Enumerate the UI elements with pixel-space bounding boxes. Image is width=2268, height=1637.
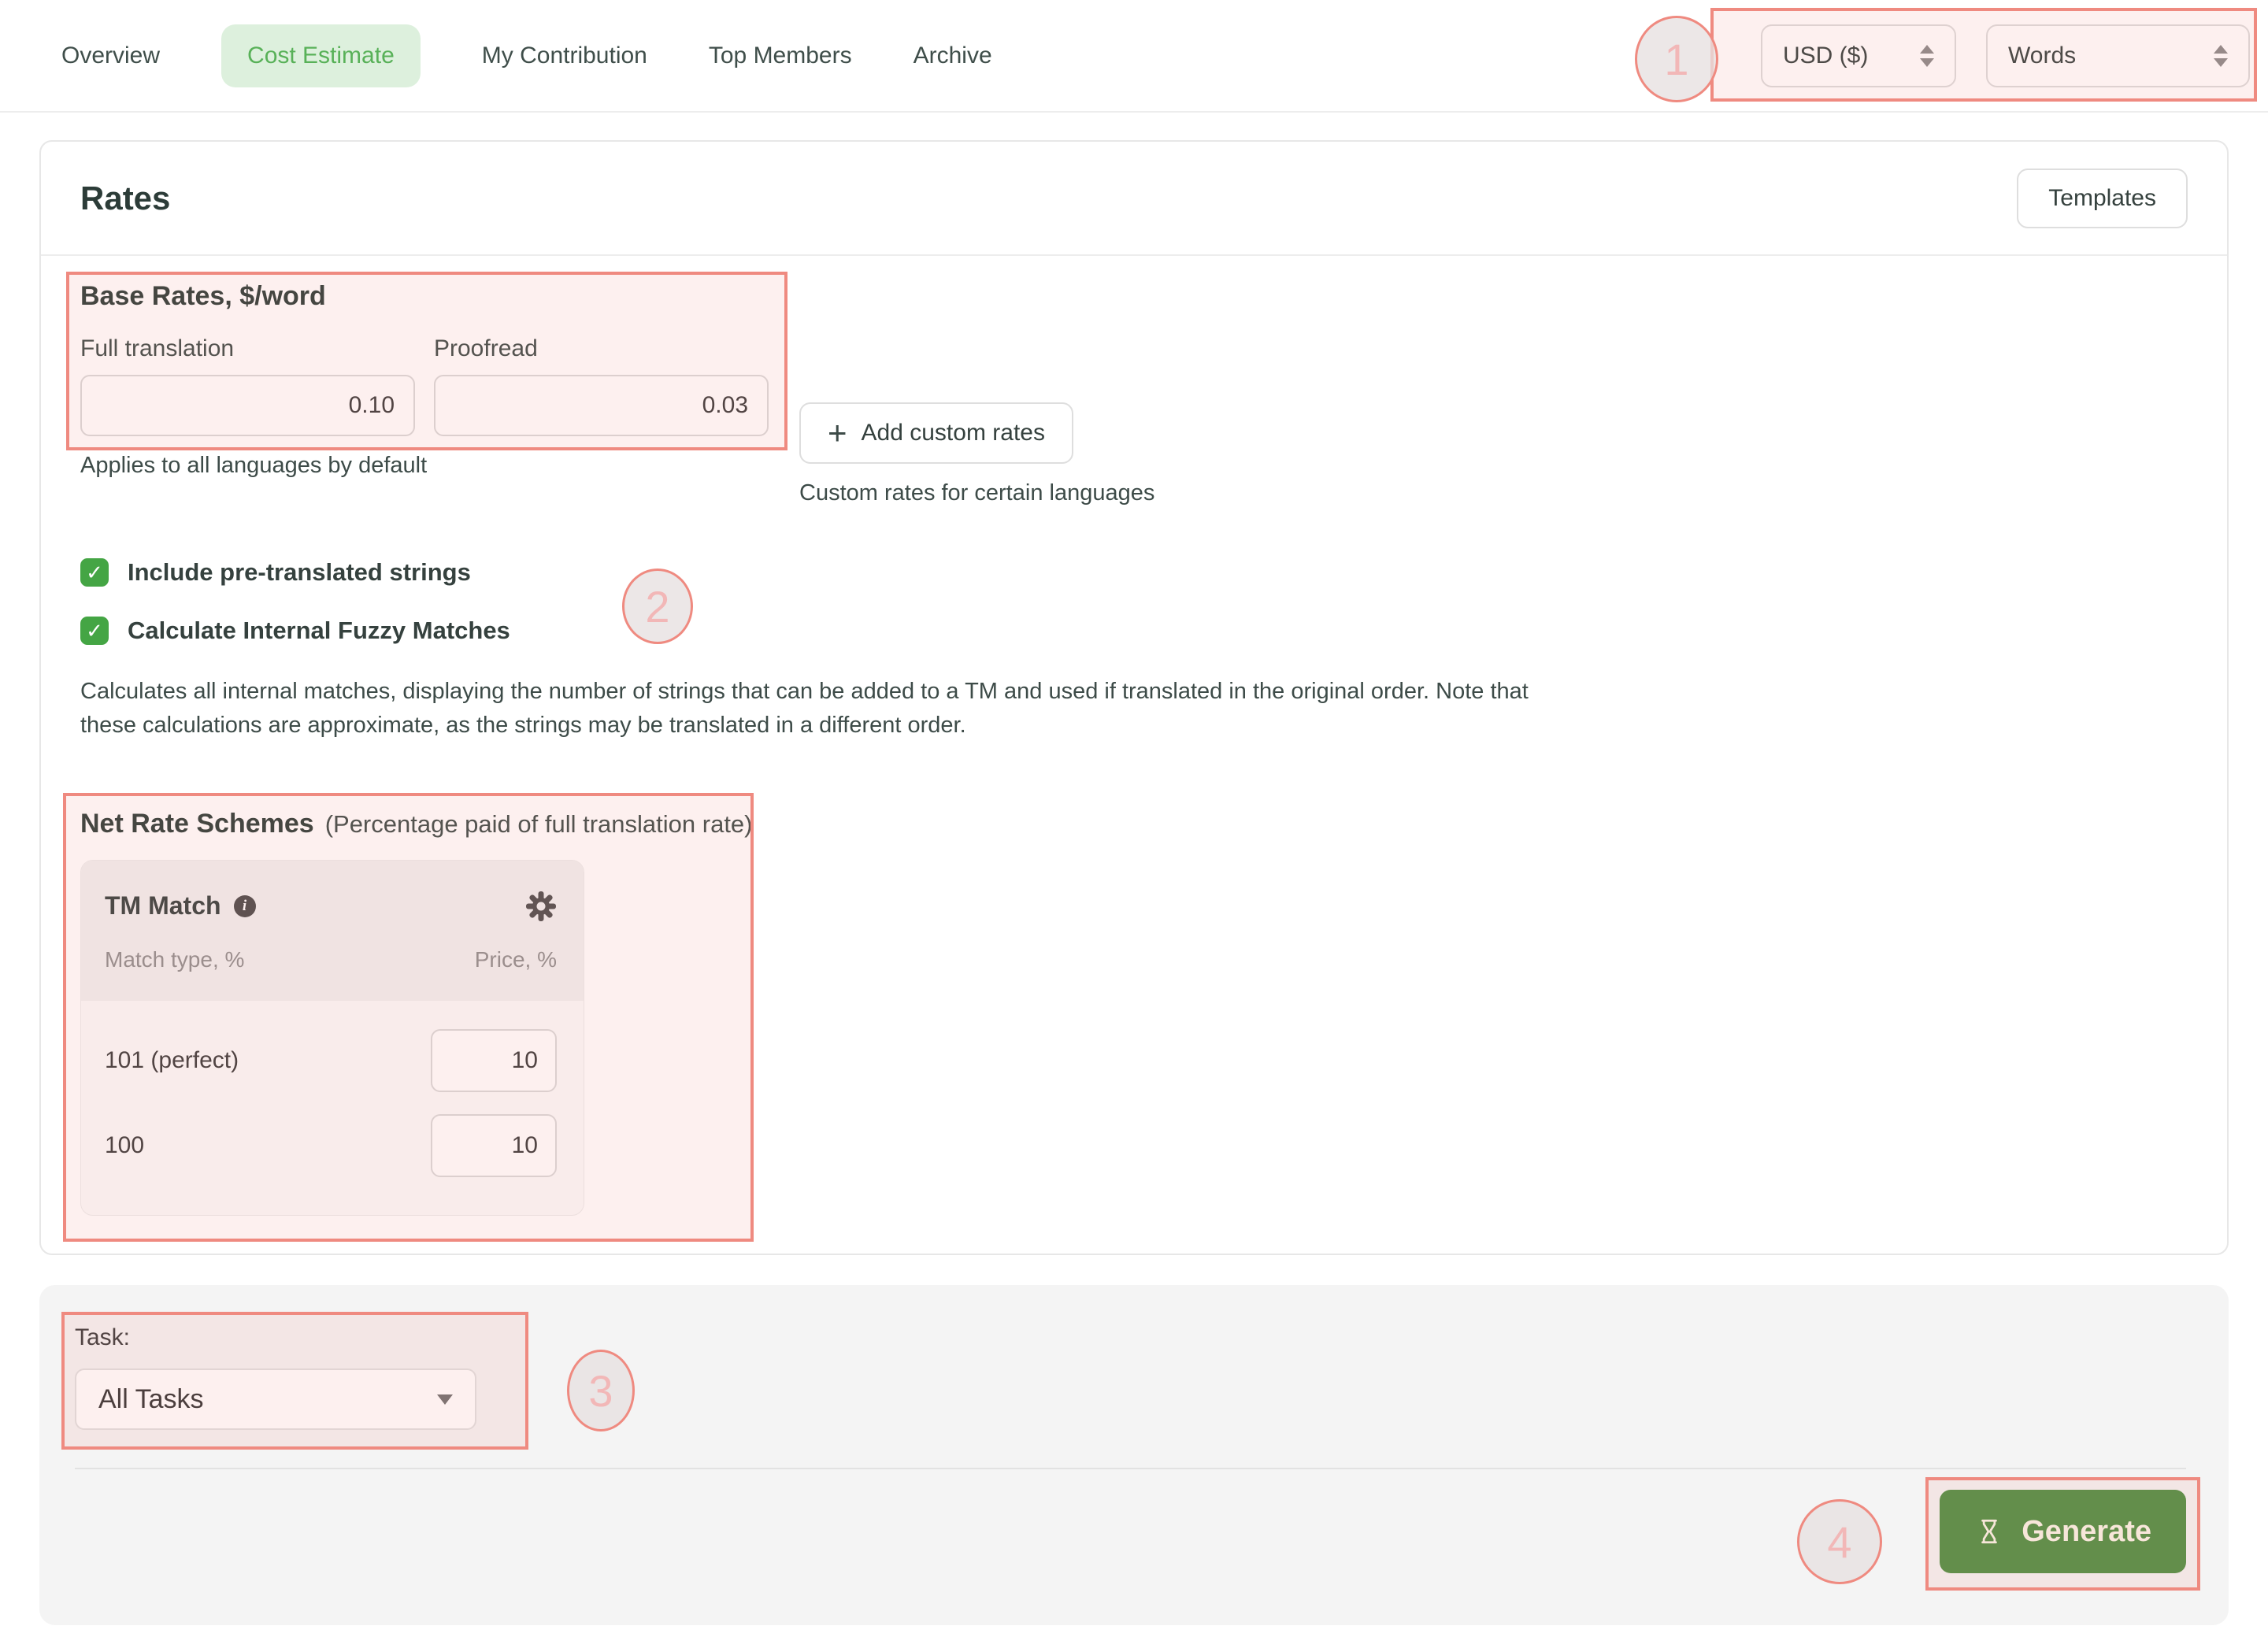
generate-button[interactable]: Generate [1940, 1490, 2186, 1573]
currency-select[interactable]: USD ($) [1761, 24, 1956, 87]
custom-rates-note: Custom rates for certain languages [799, 480, 1155, 506]
checkbox-checked-icon[interactable]: ✓ [80, 617, 109, 645]
currency-select-value: USD ($) [1783, 42, 1869, 69]
info-icon[interactable]: i [233, 894, 256, 917]
rates-card-body: Base Rates, $/word Full translation Proo… [41, 256, 2227, 1242]
select-arrows-icon [2214, 44, 2228, 67]
chevron-down-icon [437, 1394, 453, 1405]
net-rate-schemes-subtitle: (Percentage paid of full translation rat… [324, 809, 753, 838]
match-type-value: 101 (perfect) [105, 1046, 239, 1073]
nav-controls: USD ($) Words [1710, 7, 2257, 102]
base-rates-note: Applies to all languages by default [80, 453, 428, 478]
price-column-header: Price, % [474, 946, 557, 972]
tab-overview[interactable]: Overview [61, 42, 161, 69]
include-pretranslated-checkbox[interactable]: ✓ Include pre-translated strings [80, 558, 2188, 587]
proofread-label: Proofread [434, 335, 538, 361]
match-101-price-input[interactable] [431, 1028, 557, 1092]
task-select-value: All Tasks [98, 1383, 204, 1414]
generate-panel: Task: All Tasks Generate [39, 1285, 2229, 1625]
base-rates-title: Base Rates, $/word [80, 281, 326, 311]
base-rates-group: Base Rates, $/word Full translation Proo… [66, 272, 788, 450]
include-pretranslated-label: Include pre-translated strings [128, 558, 471, 586]
net-rate-schemes-title: Net Rate Schemes [80, 808, 314, 839]
add-custom-rates-label: Add custom rates [861, 420, 1045, 446]
top-nav: Overview Cost Estimate My Contribution T… [0, 0, 2268, 113]
checkbox-checked-icon[interactable]: ✓ [80, 558, 109, 587]
tm-match-header: TM Match i [81, 860, 584, 1001]
tab-my-contribution[interactable]: My Contribution [481, 42, 647, 69]
tm-match-title: TM Match [105, 891, 221, 920]
tm-match-body: 101 (perfect) 100 [81, 1001, 584, 1215]
table-row: 100 [105, 1113, 557, 1177]
page-title: Rates [80, 179, 171, 217]
match-type-value: 100 [105, 1131, 145, 1158]
fuzzy-matches-description: Calculates all internal matches, display… [80, 679, 1529, 738]
add-custom-rates-button[interactable]: + Add custom rates [799, 402, 1073, 464]
task-select[interactable]: All Tasks [75, 1368, 476, 1430]
generate-button-label: Generate [2022, 1514, 2151, 1548]
tm-match-card: TM Match i [80, 859, 584, 1216]
fuzzy-matches-label: Calculate Internal Fuzzy Matches [128, 617, 510, 644]
unit-select-value: Words [2008, 42, 2077, 69]
divider [75, 1468, 2186, 1469]
templates-button[interactable]: Templates [2017, 168, 2188, 228]
unit-select[interactable]: Words [1986, 24, 2250, 87]
plus-icon: + [828, 414, 847, 451]
tab-top-members[interactable]: Top Members [708, 42, 852, 69]
gear-icon[interactable] [525, 891, 557, 922]
task-group: Task: All Tasks [61, 1312, 528, 1450]
fuzzy-matches-checkbox[interactable]: ✓ Calculate Internal Fuzzy Matches [80, 617, 2188, 645]
tab-archive[interactable]: Archive [913, 42, 992, 69]
proofread-input[interactable] [434, 375, 769, 436]
tab-cost-estimate[interactable]: Cost Estimate [221, 24, 421, 87]
select-arrows-icon [1920, 44, 1934, 67]
full-translation-input[interactable] [80, 375, 415, 436]
options-group: ✓ Include pre-translated strings ✓ Calcu… [80, 558, 2188, 645]
net-rate-schemes-section: Net Rate Schemes (Percentage paid of ful… [63, 792, 754, 1242]
task-label: Task: [75, 1324, 131, 1350]
full-translation-label: Full translation [80, 335, 235, 361]
rates-card: Rates Templates Base Rates, $/word Full … [39, 140, 2229, 1255]
rates-card-header: Rates Templates [41, 142, 2227, 256]
match-type-column-header: Match type, % [105, 946, 245, 972]
table-row: 101 (perfect) [105, 1028, 557, 1092]
hourglass-icon [1981, 1519, 1998, 1544]
match-100-price-input[interactable] [431, 1113, 557, 1177]
